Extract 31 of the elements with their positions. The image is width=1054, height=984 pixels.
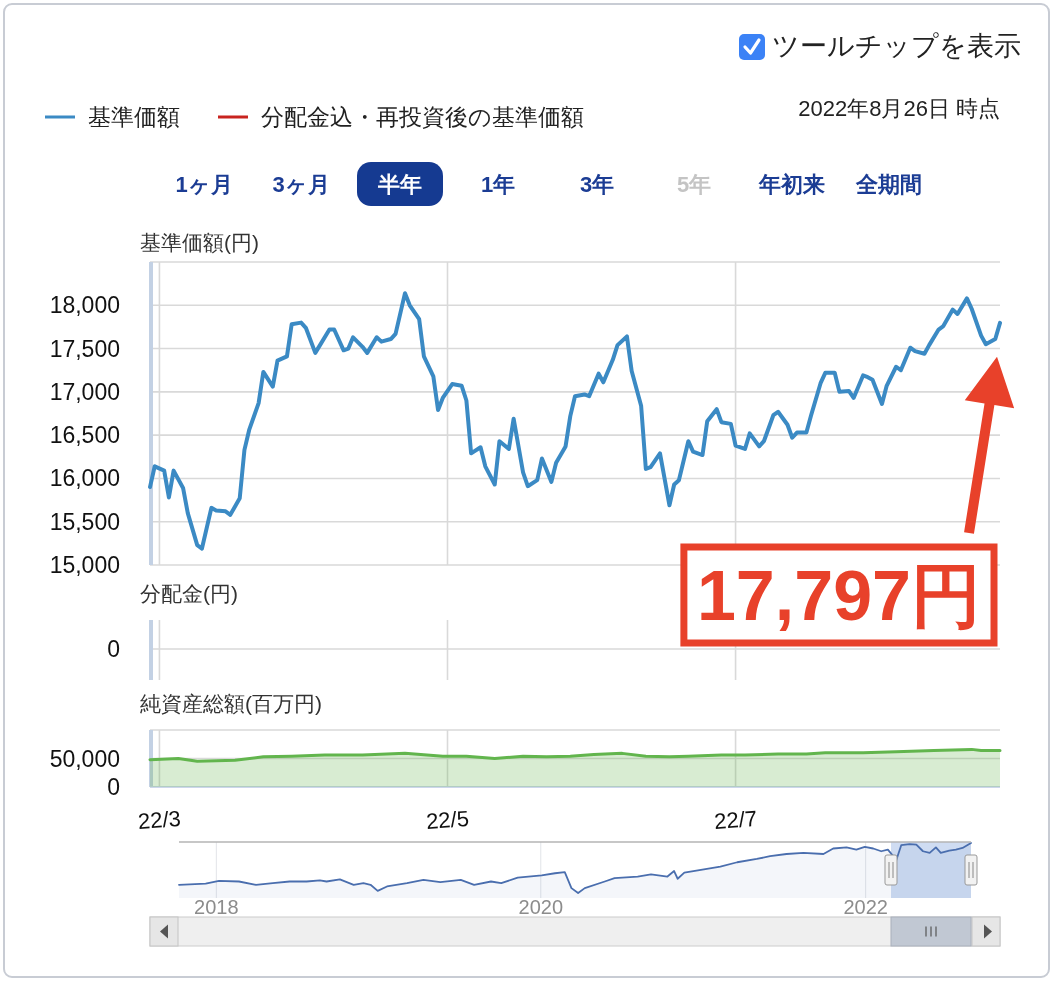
- y-tick-label: 50,000: [49, 745, 120, 772]
- annotation: 17,797円: [696, 557, 981, 635]
- text: 分配金(円): [140, 581, 238, 605]
- text: 1ヶ月: [175, 171, 233, 197]
- text: 全期間: [855, 171, 922, 197]
- y-tick-label: 16,000: [49, 465, 120, 492]
- y-tick-label: 16,500: [49, 422, 120, 449]
- text: 3年: [579, 171, 615, 197]
- y-axis-title: 基準価額(円): [140, 230, 259, 254]
- chart-subtitle: 2022年8月26日 時点: [798, 95, 1000, 121]
- y-tick-label: 0: [107, 774, 120, 800]
- text: 半年: [377, 171, 422, 197]
- x-tick-label: 22/7: [713, 806, 758, 834]
- y-tick-label: 18,000: [49, 292, 120, 319]
- legend-label: 基準価額: [88, 104, 180, 130]
- x-tick-label: 2018: [194, 896, 239, 918]
- x-tick-label: 22/5: [425, 806, 470, 834]
- x-tick-label: 2022: [843, 896, 888, 918]
- text: 1年: [480, 171, 516, 197]
- x-tick-label: 2020: [518, 896, 564, 918]
- y-tick-label: 17,000: [49, 378, 120, 405]
- x-tick-label: 22/3: [137, 806, 182, 834]
- y-tick-label: 17,500: [49, 335, 120, 362]
- y-tick-label: 15,500: [49, 508, 120, 535]
- text: 5年: [676, 171, 712, 197]
- text: 年初来: [758, 171, 825, 197]
- text: 3ヶ月: [272, 171, 330, 197]
- y-tick-label: 15,000: [49, 552, 120, 578]
- legend-label: 分配金込・再投資後の基準価額: [261, 104, 584, 130]
- y-axis-title: 純資産総額(百万円): [140, 691, 322, 715]
- text: ツールチップを表示: [772, 31, 1021, 61]
